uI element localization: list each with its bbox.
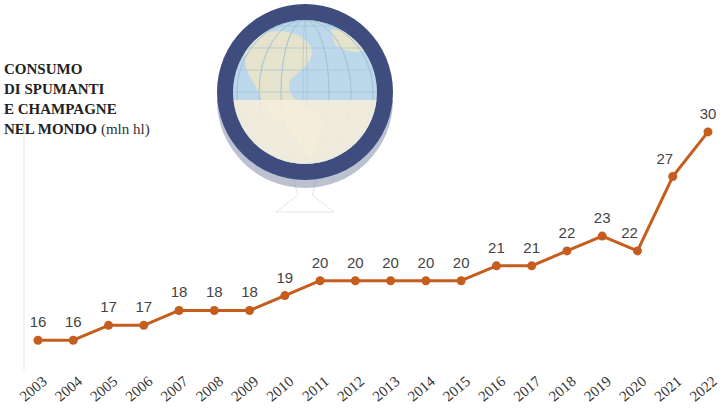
data-label: 17 <box>135 298 152 315</box>
chart: CONSUMODI SPUMANTIE CHAMPAGNENEL MONDO(m… <box>0 0 724 418</box>
point <box>69 336 78 345</box>
x-tick-label: 2004 <box>52 373 86 405</box>
data-label: 22 <box>559 224 576 241</box>
point <box>104 321 113 330</box>
point <box>421 276 430 285</box>
title: CONSUMODI SPUMANTIE CHAMPAGNENEL MONDO <box>4 61 117 137</box>
x-tick-label: 2007 <box>158 373 192 405</box>
point <box>704 127 713 136</box>
point <box>34 336 43 345</box>
point <box>562 246 571 255</box>
data-label: 20 <box>453 254 470 271</box>
data-label: 16 <box>65 313 82 330</box>
data-label: 20 <box>382 254 399 271</box>
x-tick-label: 2021 <box>651 373 684 405</box>
glass-globe-illustration <box>217 4 393 212</box>
glass-bowl <box>217 100 393 188</box>
point <box>457 276 466 285</box>
point <box>351 276 360 285</box>
data-label: 19 <box>276 269 293 286</box>
x-tick-label: 2009 <box>228 373 261 405</box>
data-label: 22 <box>621 224 638 241</box>
x-tick-label: 2019 <box>581 373 614 405</box>
data-label: 23 <box>594 209 611 226</box>
data-label: 16 <box>30 313 47 330</box>
data-label: 18 <box>206 283 223 300</box>
line <box>38 132 708 340</box>
data-label: 30 <box>700 105 717 122</box>
x-tick-label: 2016 <box>475 373 509 405</box>
data-label: 20 <box>418 254 435 271</box>
point <box>527 261 536 270</box>
x-tick-label: 2003 <box>17 373 50 405</box>
point <box>316 276 325 285</box>
data-label: 21 <box>523 239 540 256</box>
x-tick-label: 2010 <box>264 373 297 405</box>
point <box>139 321 148 330</box>
data-label: 20 <box>347 254 364 271</box>
x-tick-label: 2011 <box>299 373 332 404</box>
series <box>34 127 713 344</box>
point <box>598 232 607 241</box>
wine <box>220 100 390 180</box>
x-tick-label: 2018 <box>546 373 579 405</box>
point <box>386 276 395 285</box>
data-label: 20 <box>312 254 329 271</box>
x-tick-label: 2015 <box>440 373 473 405</box>
x-tick-label: 2020 <box>616 373 649 405</box>
x-tick-label: 2005 <box>87 373 120 405</box>
data-label: 27 <box>656 150 673 167</box>
point <box>175 306 184 315</box>
data-label: 17 <box>100 298 117 315</box>
y-axis-line <box>24 117 25 370</box>
data-label: 21 <box>488 239 505 256</box>
point <box>668 172 677 181</box>
x-tick-label: 2017 <box>510 373 544 405</box>
point <box>492 261 501 270</box>
subtitle: (mln hl) <box>101 121 150 138</box>
data-label: 18 <box>241 283 258 300</box>
point <box>210 306 219 315</box>
x-tick-label: 2006 <box>122 373 156 405</box>
x-tick-label: 2008 <box>193 373 226 405</box>
point <box>633 246 642 255</box>
x-tick-label: 2012 <box>334 373 367 405</box>
x-tick-label: 2022 <box>687 373 720 405</box>
point <box>280 291 289 300</box>
x-tick-label: 2014 <box>405 373 439 405</box>
data-label: 18 <box>171 283 188 300</box>
x-tick-label: 2013 <box>369 373 402 405</box>
point <box>245 306 254 315</box>
